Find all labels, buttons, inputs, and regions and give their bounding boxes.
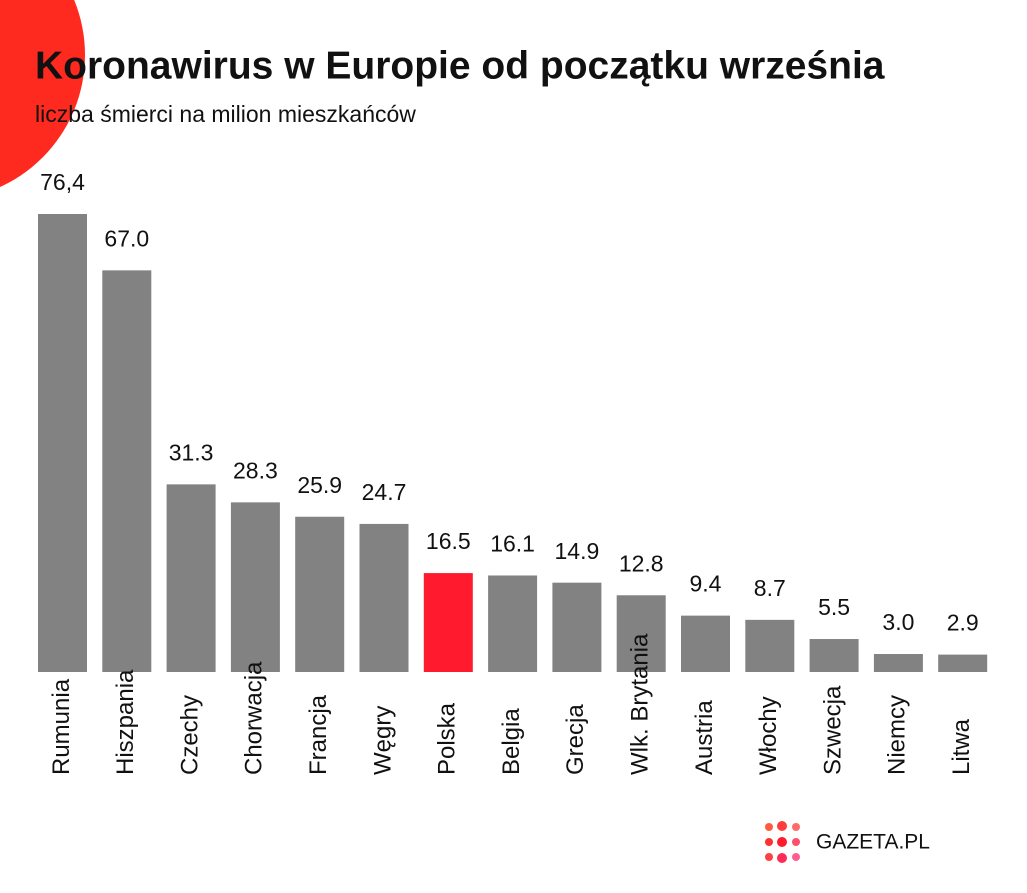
bar: [681, 615, 730, 672]
x-tick-label: Węgry: [369, 706, 396, 775]
value-label: 12.8: [619, 550, 664, 576]
x-tick-label: Włochy: [755, 696, 782, 775]
value-label: 3.0: [882, 609, 914, 635]
chart-subtitle: liczba śmierci na milion mieszkańców: [35, 101, 416, 127]
bar: [873, 654, 923, 672]
bar: [488, 575, 538, 672]
x-tick-label: Litwa: [948, 718, 975, 775]
x-tick-label: Szwecja: [819, 685, 846, 775]
bar: [552, 582, 602, 672]
bar: [102, 270, 152, 672]
value-label: 76,4: [40, 169, 85, 195]
value-label: 5.5: [818, 594, 850, 620]
bar: [745, 619, 795, 672]
x-tick-label: Wlk. Brytania: [627, 633, 654, 775]
value-label: 8.7: [754, 575, 786, 601]
x-tick-label: Rumunia: [48, 678, 75, 775]
value-label: 67.0: [104, 225, 149, 251]
x-tick-label: Francja: [305, 694, 332, 775]
x-tick-label: Grecja: [562, 704, 589, 775]
x-tick-label: Polska: [434, 702, 461, 775]
x-tick-label: Niemcy: [884, 695, 911, 775]
x-tick-label: Austria: [691, 700, 718, 775]
decor-circle: [0, 0, 85, 187]
bar: [230, 502, 280, 672]
value-label: 25.9: [297, 472, 342, 498]
x-tick-label: Chorwacja: [241, 661, 268, 775]
x-tick-label: Czechy: [176, 695, 203, 775]
value-label: 24.7: [362, 479, 407, 505]
value-label: 9.4: [690, 571, 722, 597]
logo-text: GAZETA.PL: [816, 831, 930, 854]
x-tick-label: Belgia: [498, 708, 525, 775]
value-label: 16.1: [490, 531, 535, 557]
bar: [359, 523, 409, 672]
value-label: 2.9: [947, 610, 979, 636]
bar: [616, 595, 666, 672]
bar: [809, 639, 859, 672]
value-label: 31.3: [169, 439, 214, 465]
x-tick-label: Hiszpania: [112, 669, 139, 775]
bar: [295, 516, 345, 672]
bar: [38, 214, 87, 672]
bar: [938, 654, 988, 672]
value-label: 14.9: [555, 538, 600, 564]
bar: [166, 484, 216, 672]
chart-title: Koronawirus w Europie od początku wrześn…: [35, 44, 885, 87]
value-label: 16.5: [426, 528, 471, 554]
value-label: 28.3: [233, 457, 278, 483]
bar: [423, 573, 473, 672]
logo-dots: [765, 821, 800, 863]
